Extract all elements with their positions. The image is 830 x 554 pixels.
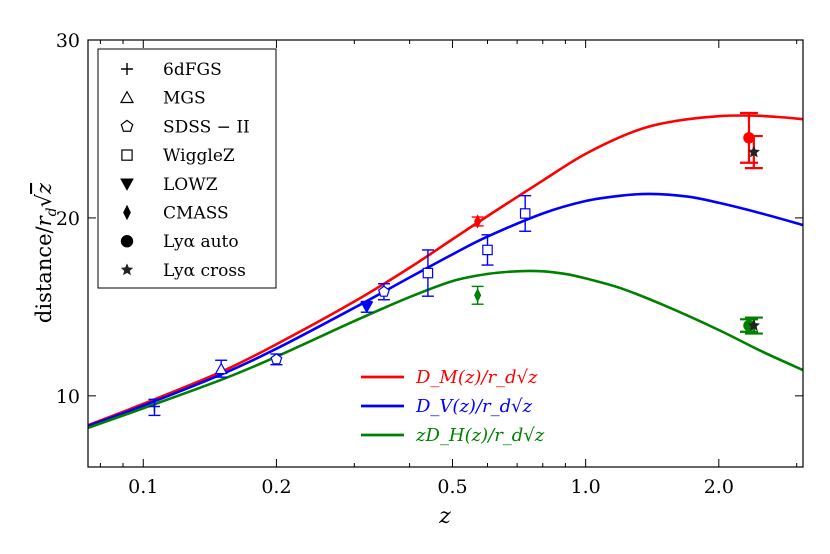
legend-label-triangle_down: LOWZ	[163, 175, 218, 195]
x-tick-label-0: 0.1	[128, 476, 158, 498]
legend-marker-pentagon	[120, 119, 134, 132]
x-tick-label-1: 0.2	[261, 476, 291, 498]
data-point-diamond-9	[471, 285, 484, 305]
marker-legend-box	[97, 48, 277, 289]
legend-label-triangle: MGS	[163, 89, 206, 109]
data-point-pentagon-2	[270, 353, 283, 366]
y-tick-label-1: 20	[56, 208, 80, 230]
legend-marker-star	[120, 263, 134, 276]
curve-legend-label-1: D_V(z)/r_d√z	[415, 396, 533, 417]
marker-0	[148, 401, 160, 413]
data-point-square-5	[481, 234, 494, 266]
legend-marker-square	[121, 149, 133, 161]
data-points-layer	[148, 111, 763, 417]
marker-12	[747, 145, 761, 158]
marker-1	[214, 362, 228, 375]
legend-label-circle: Lyα auto	[163, 232, 239, 252]
svg-text:distance/rd√z: distance/rd√z	[32, 182, 60, 323]
marker-9	[474, 288, 482, 303]
marker-legend: 6dFGS MGS SDSS − II WiggleZ LOWZ CMASS Lyα aut…	[119, 60, 250, 281]
legend-marker-triangle_down	[120, 178, 134, 191]
y-axis-title-z: z	[32, 182, 56, 195]
marker-13	[747, 318, 761, 331]
x-tick-label-3: 1.0	[571, 476, 601, 498]
marker-4	[422, 267, 434, 279]
x-tick-label-2: 0.5	[437, 476, 467, 498]
data-point-plus-0	[148, 398, 161, 417]
legend-label-plus: 6dFGS	[163, 60, 222, 80]
y-axis-title-d: d	[44, 207, 60, 216]
marker-5	[482, 244, 493, 256]
legend-label-star: Lyα cross	[163, 261, 246, 281]
series-line-1	[88, 192, 803, 428]
plot-frame	[87, 39, 804, 468]
y-tick-label-0: 10	[56, 386, 80, 408]
y-axis-title-sqrt: √	[32, 193, 56, 207]
y-tick-label-2: 30	[56, 30, 80, 52]
x-tick-label-4: 2.0	[704, 476, 734, 498]
series-line-2	[88, 269, 803, 430]
curves-layer	[88, 114, 803, 430]
marker-7	[360, 301, 374, 314]
curve-legend: D_M(z)/r_d√z D_V(z)/r_d√z zD_H(z)/r_d√z	[361, 367, 545, 446]
legend-marker-plus	[121, 63, 133, 75]
legend-marker-triangle	[119, 90, 135, 104]
series-line-0	[88, 114, 803, 427]
y-axis-title: distance/rd√z	[32, 182, 60, 323]
marker-6	[519, 208, 531, 219]
curve-legend-label-0: D_M(z)/r_d√z	[415, 367, 538, 388]
data-point-pentagon-3	[377, 283, 390, 301]
y-axis-title-r: r	[32, 214, 56, 226]
marker-10	[743, 132, 755, 144]
data-point-star-13	[744, 316, 763, 335]
marker-2	[270, 353, 283, 365]
legend-label-pentagon: SDSS − II	[163, 117, 250, 137]
y-axis-title-prefix: distance/	[32, 225, 56, 323]
marker-3	[378, 285, 390, 297]
data-point-star-12	[744, 134, 763, 170]
curve-legend-label-2: zD_H(z)/r_d√z	[415, 425, 545, 446]
x-axis-title: z	[438, 504, 451, 529]
data-point-square-4	[421, 249, 434, 297]
data-point-diamond-8	[471, 214, 484, 229]
legend-marker-circle	[120, 235, 134, 248]
data-point-square-6	[519, 194, 532, 232]
marker-8	[474, 214, 482, 229]
legend-label-diamond: CMASS	[163, 204, 229, 224]
legend-marker-diamond	[123, 204, 131, 221]
data-point-triangle-1	[214, 359, 228, 378]
data-point-triangle_down-7	[360, 300, 374, 314]
legend-label-square: WiggleZ	[163, 146, 235, 166]
